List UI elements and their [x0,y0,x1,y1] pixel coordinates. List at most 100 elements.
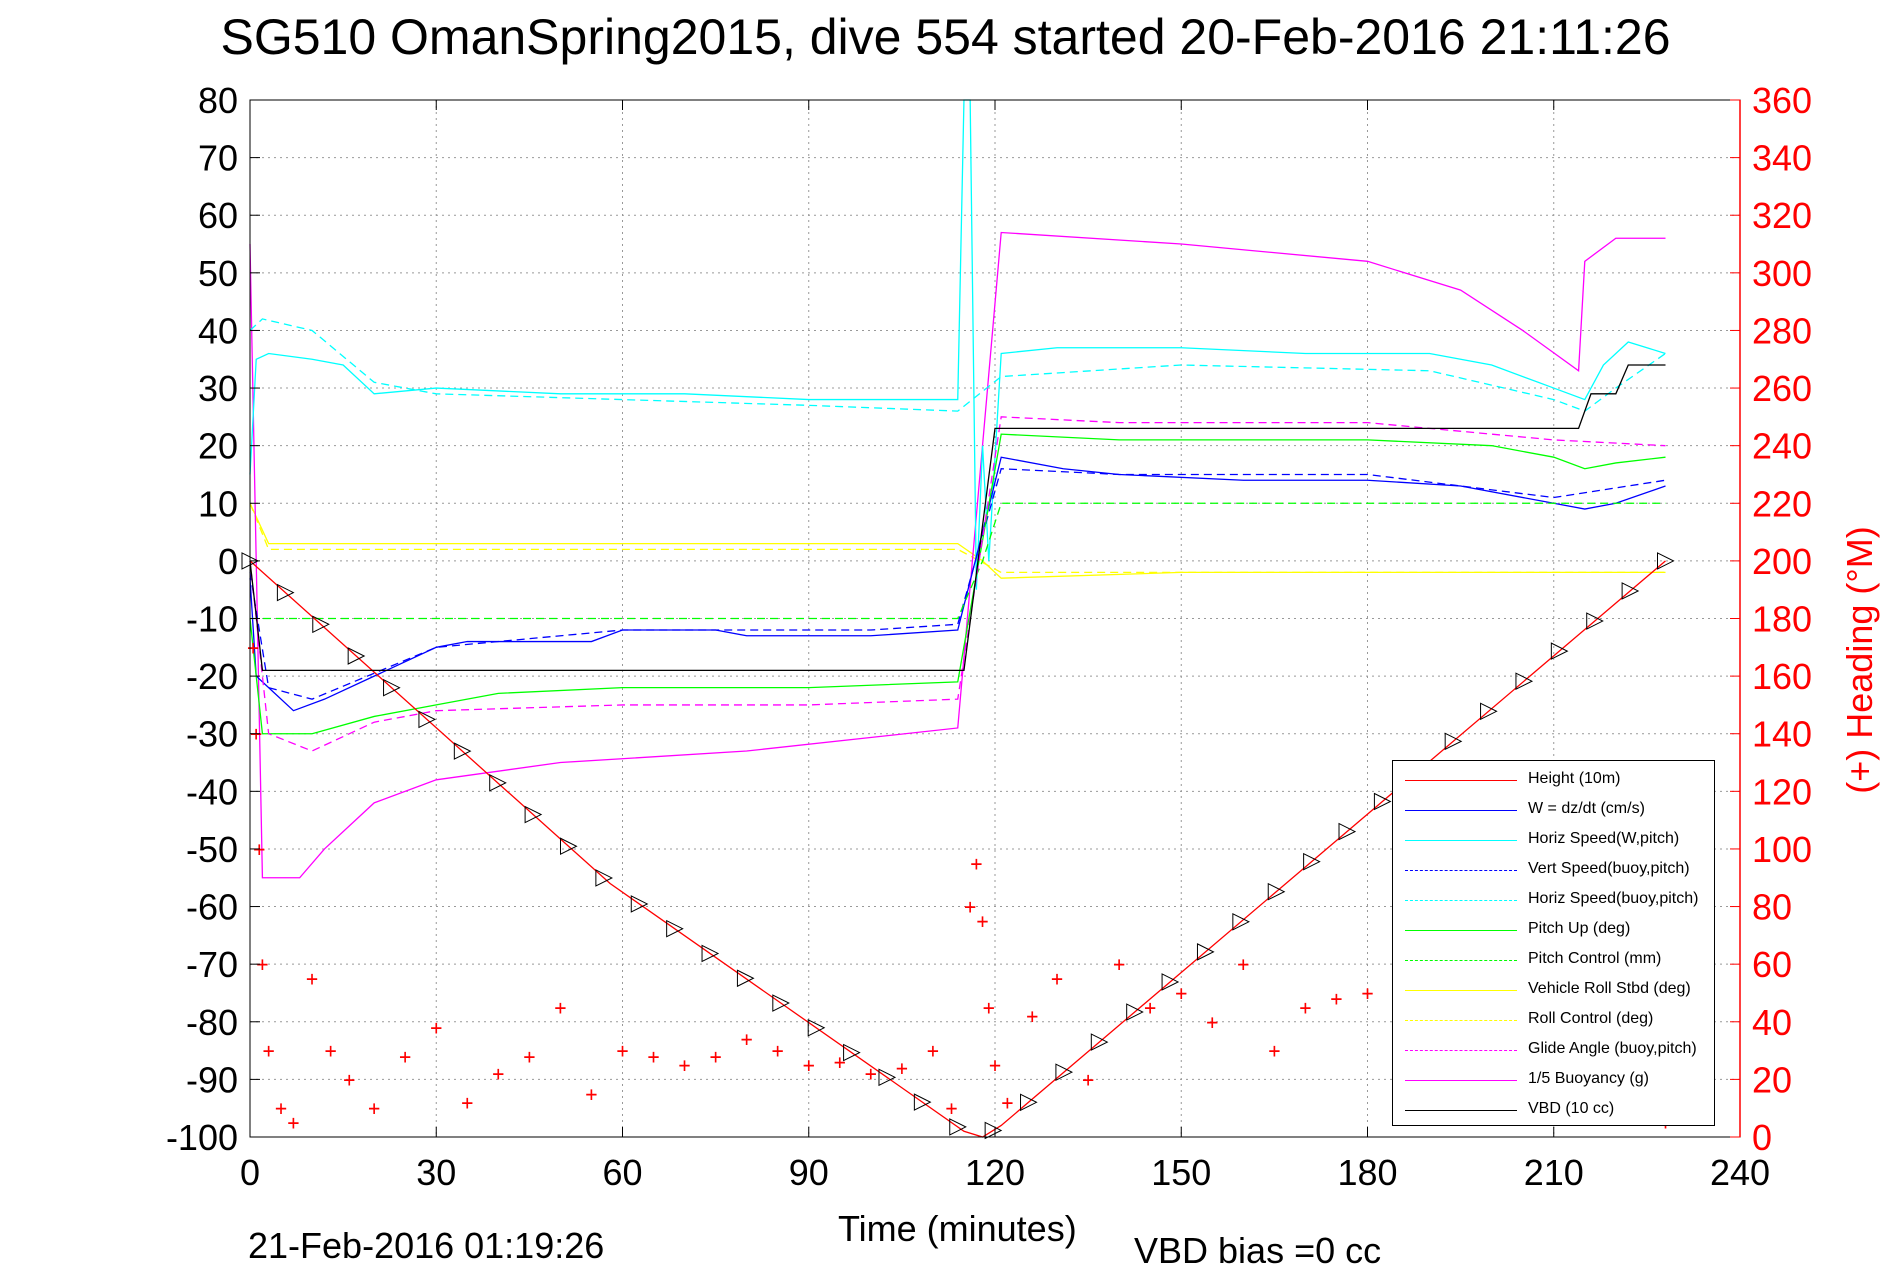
y-tick-label: 80 [198,80,238,121]
series-line [249,433,1666,735]
y2-tick-label: 180 [1752,599,1812,640]
y2-tick-label: 240 [1752,426,1812,467]
heading-point: + [834,1050,846,1074]
heading-point: + [896,1056,908,1080]
x-tick-label: 150 [1151,1152,1211,1193]
y-tick-label: -20 [186,656,238,697]
height-markers [241,552,1675,1140]
legend-label: Roll Control (deg) [1528,1010,1654,1027]
y-tick-label: -60 [186,887,238,928]
height-marker [1373,792,1392,811]
legend-label: Horiz Speed(W,pitch) [1528,830,1680,847]
height-marker [1090,1033,1109,1051]
height-marker [559,837,578,856]
heading-point: + [523,1044,535,1068]
series-line [249,231,1666,879]
legend-entry: Horiz Speed(buoy,pitch) [1393,886,1714,916]
height-marker [1196,943,1215,961]
heading-point: + [803,1053,815,1077]
heading-point: + [1299,995,1311,1019]
y2-tick-label: 100 [1752,829,1812,870]
heading-point: + [1082,1067,1094,1091]
legend-entry: Height (10m) [1393,766,1714,796]
legend-swatch [1405,870,1517,871]
heading-point: + [1144,995,1156,1019]
legend-label: Height (10m) [1528,770,1621,787]
heading-point: + [275,1096,287,1120]
heading-point: + [927,1039,939,1063]
y2-tick-label: 200 [1752,541,1812,582]
y2-tick-label: 20 [1752,1059,1792,1100]
heading-point: + [554,995,566,1019]
height-marker [347,647,366,665]
y-tick-label: -10 [186,599,238,640]
y-tick-label: -50 [186,829,238,870]
height-marker [1338,822,1357,841]
legend-entry: VBD (10 cc) [1393,1096,1714,1126]
height-marker [1020,1093,1038,1112]
y-tick-label: 70 [198,138,238,179]
heading-point: + [368,1096,380,1120]
legend-swatch [1405,810,1517,811]
height-marker [595,869,613,887]
y2-tick-label: 280 [1752,310,1812,351]
heading-point: + [1361,981,1373,1005]
legend-entry: Roll Control (deg) [1393,1006,1714,1036]
series-line [249,416,1666,752]
height-marker [1657,552,1675,570]
y2-tick-label: 360 [1752,80,1812,121]
series-line [249,364,1666,671]
height-marker [630,895,649,913]
height-marker [843,1043,861,1062]
heading-point: + [741,1027,753,1051]
height-marker [772,994,790,1012]
legend-swatch [1405,1020,1517,1021]
height-marker [312,615,330,634]
heading-point: + [970,851,982,875]
height-marker [666,919,684,938]
legend-label: Pitch Up (deg) [1528,920,1631,937]
series-line [249,503,1666,574]
x-tick-label: 210 [1524,1152,1584,1193]
y2-tick-label: 300 [1752,253,1812,294]
y-tick-label: 0 [218,541,238,582]
legend-swatch [1405,930,1517,931]
heading-point: + [946,1096,958,1120]
y2-tick-label: 0 [1752,1117,1772,1158]
legend-label: VBD (10 cc) [1528,1100,1615,1117]
legend-label: Horiz Speed(buoy,pitch) [1528,890,1699,907]
heading-point: + [616,1039,628,1063]
y2-tick-label: 40 [1752,1002,1792,1043]
height-marker [1480,702,1498,721]
y-tick-label: -80 [186,1002,238,1043]
y-axis-right: 3603403203002802602402202001801601401201… [1730,80,1812,1158]
y2-tick-label: 160 [1752,656,1812,697]
legend-swatch [1405,780,1517,781]
x-tick-label: 0 [240,1152,260,1193]
y-tick-label: 60 [198,195,238,236]
heading-point: + [983,995,995,1019]
chart-title: SG510 OmanSpring2015, dive 554 started 2… [220,9,1671,65]
heading-point: + [1330,987,1342,1011]
y-tick-label: 10 [198,483,238,524]
legend-entry: Glide Angle (buoy,pitch) [1393,1036,1714,1066]
height-marker [1303,852,1321,871]
x-tick-label: 120 [965,1152,1025,1193]
height-marker [1550,642,1569,660]
x-tick-label: 90 [789,1152,829,1193]
legend-entry: Vehicle Roll Stbd (deg) [1393,976,1714,1006]
x-tick-label: 180 [1337,1152,1397,1193]
y-tick-label: -90 [186,1059,238,1100]
y-tick-label: -30 [186,714,238,755]
legend-label: Vehicle Roll Stbd (deg) [1528,980,1691,997]
legend-label: Glide Angle (buoy,pitch) [1528,1040,1697,1057]
heading-point: + [461,1090,473,1114]
height-marker [489,774,507,792]
heading-point: + [977,909,989,933]
heading-point: + [399,1044,411,1068]
heading-point: + [430,1016,442,1040]
series-line [249,468,1666,700]
heading-point: + [256,952,268,976]
y-tick-label: 50 [198,253,238,294]
series-line [249,560,1666,1138]
